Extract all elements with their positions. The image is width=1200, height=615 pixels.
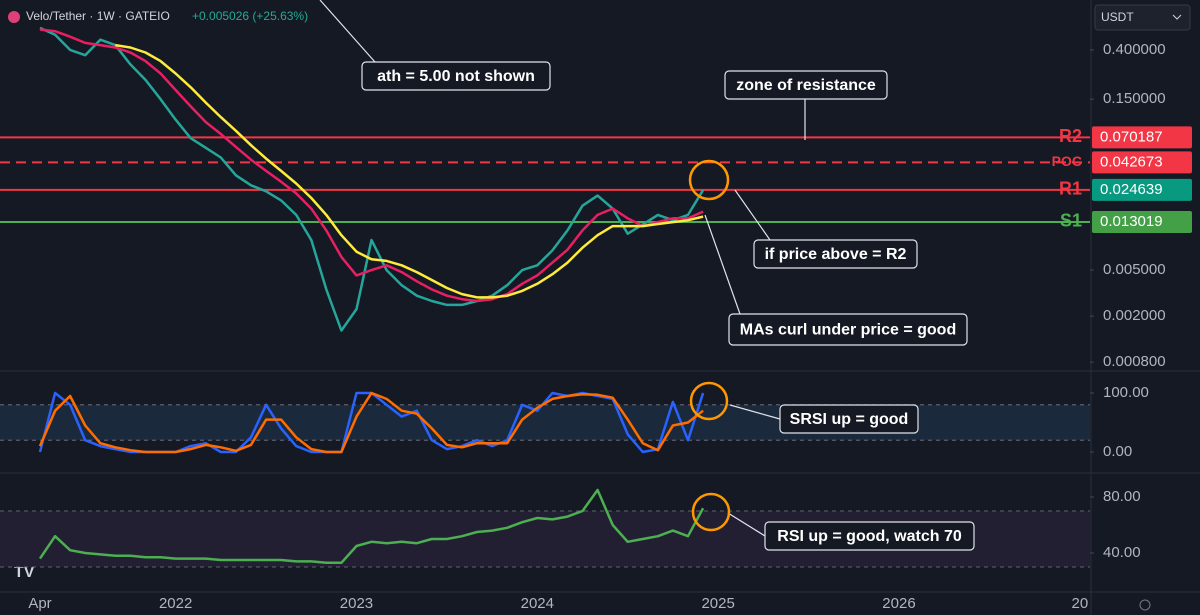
series-line <box>38 391 704 454</box>
symbol-title: Velo/Tether · 1W · GATEIO <box>26 9 170 23</box>
tv-logo: TV <box>14 564 35 581</box>
annotation: zone of resistance <box>724 70 888 100</box>
y-tick-label: 0.002000 <box>1103 307 1166 324</box>
currency-select[interactable] <box>1094 4 1191 31</box>
level-value: 0.070187 <box>1100 128 1163 145</box>
y-tick-label: 40.00 <box>1103 544 1141 561</box>
level-value: 0.024639 <box>1100 181 1163 198</box>
y-tick-label: 100.00 <box>1103 384 1149 401</box>
level-box <box>1092 210 1192 233</box>
level-value: 0.013019 <box>1100 213 1163 230</box>
annotation-box <box>728 313 968 346</box>
series-line <box>115 43 704 299</box>
callout-line <box>704 214 741 315</box>
highlight-circle <box>688 159 730 201</box>
level-box <box>1092 151 1192 174</box>
settings-icon[interactable] <box>1139 599 1151 611</box>
annotation-text: MAs curl under price = good <box>740 322 956 339</box>
series-line <box>39 26 705 332</box>
annotation-text: RSI up = good, watch 70 <box>777 528 962 545</box>
highlight-circle <box>691 492 731 532</box>
series-line <box>39 28 704 303</box>
x-tick-label: 2025 <box>701 595 734 612</box>
level-name: R1 <box>1059 179 1082 199</box>
callout-line <box>727 512 766 537</box>
level-box <box>1092 178 1192 201</box>
annotation: RSI up = good, watch 70 <box>764 521 975 551</box>
callout-line <box>319 0 376 63</box>
x-tick-label: 2023 <box>340 595 373 612</box>
series-line <box>38 488 705 565</box>
annotation: if price above = R2 <box>753 239 918 269</box>
annotation-text: SRSI up = good <box>790 411 909 428</box>
y-tick-label: 0.00 <box>1103 443 1132 460</box>
annotations: ath = 5.00 not shown zone of resistance if… <box>319 0 975 551</box>
annotation-box <box>764 521 975 551</box>
level-name: POC <box>1052 153 1082 169</box>
currency-label: USDT <box>1101 10 1134 24</box>
level-box <box>1092 126 1192 149</box>
symbol-logo <box>8 11 20 23</box>
annotation-box <box>361 61 551 91</box>
dropdown-arrow <box>1172 14 1182 20</box>
band-fill <box>0 404 1090 441</box>
annotation-text: if price above = R2 <box>765 246 907 263</box>
annotation: MAs curl under price = good <box>728 313 968 346</box>
annotation-text: ath = 5.00 not shown <box>377 68 535 85</box>
price-change: +0.005026 (+25.63%) <box>192 9 308 23</box>
level-name: S1 <box>1060 211 1082 231</box>
callout-line <box>734 189 771 241</box>
annotation-box <box>753 239 918 269</box>
x-tick-label: 2024 <box>521 595 554 612</box>
highlight-circle <box>689 381 729 421</box>
annotation-text: zone of resistance <box>736 77 876 94</box>
x-tick-label: 2022 <box>159 595 192 612</box>
x-tick-label: 2026 <box>882 595 915 612</box>
annotation-box <box>724 70 888 100</box>
y-tick-label: 0.000800 <box>1103 353 1166 370</box>
x-tick-label: 20 <box>1071 595 1088 612</box>
level-name: R2 <box>1059 126 1082 146</box>
annotation: ath = 5.00 not shown <box>361 61 551 91</box>
y-tick-label: 80.00 <box>1103 488 1141 505</box>
level-value: 0.042673 <box>1100 153 1163 170</box>
x-tick-label: Apr <box>28 595 51 612</box>
annotation: SRSI up = good <box>779 404 919 434</box>
y-tick-label: 0.005000 <box>1103 261 1166 278</box>
callout-line <box>729 404 781 420</box>
annotation-box <box>779 404 919 434</box>
y-tick-label: 0.150000 <box>1103 90 1166 107</box>
y-tick-label: 0.400000 <box>1103 41 1166 58</box>
